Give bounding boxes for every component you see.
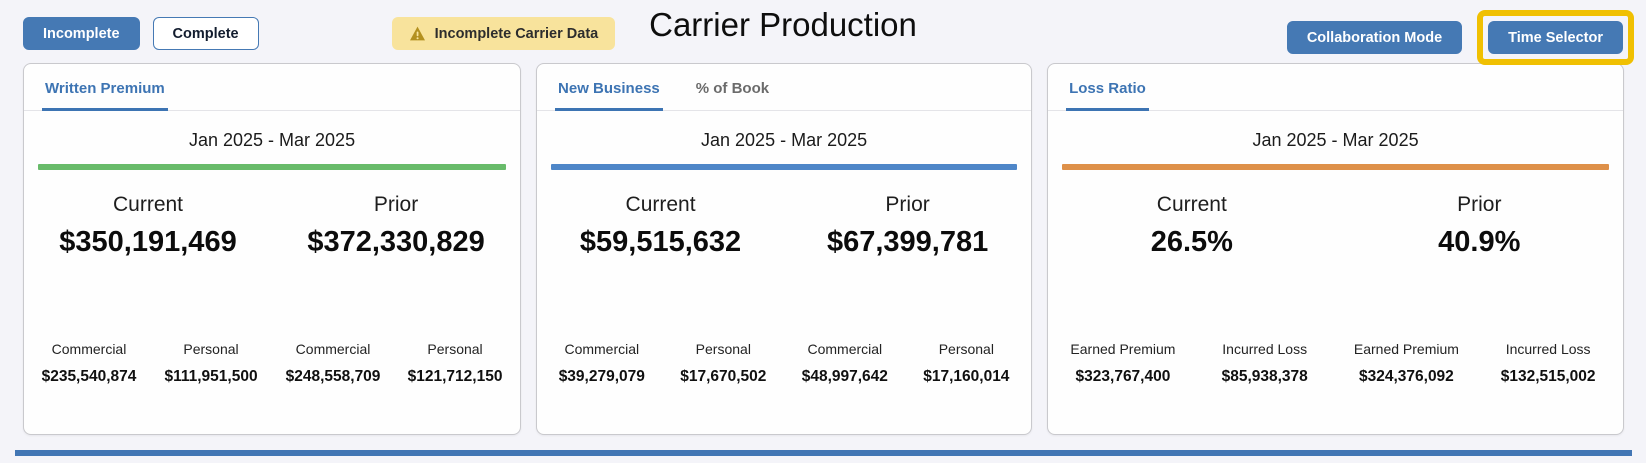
breakdown: Commercial $235,540,874 Personal $111,95…	[24, 341, 520, 434]
time-selector-button[interactable]: Time Selector	[1488, 21, 1623, 54]
metric-value: 40.9%	[1438, 226, 1521, 258]
breakdown-item: Personal $17,160,014	[906, 341, 1028, 386]
breakdown-item: Commercial $248,558,709	[272, 341, 394, 386]
accent-bar	[1062, 164, 1609, 170]
breakdown-value: $324,376,092	[1358, 368, 1454, 385]
breakdown-value: $17,160,014	[923, 368, 1010, 385]
metrics: Current $59,515,632 Prior $67,399,781	[537, 193, 1031, 259]
breakdown-value: $85,938,378	[1221, 368, 1308, 385]
breakdown-value: $248,558,709	[285, 368, 381, 385]
current-metric: Current $350,191,469	[24, 193, 272, 259]
prior-metric: Prior 40.9%	[1336, 193, 1623, 259]
warning-triangle-icon	[409, 26, 426, 41]
breakdown-label: Incurred Loss	[1222, 341, 1308, 357]
metrics: Current 26.5% Prior 40.9%	[1048, 193, 1623, 259]
breakdown-item: Personal $111,951,500	[150, 341, 272, 386]
breakdown-value: $323,767,400	[1075, 368, 1171, 385]
breakdown-label: Commercial	[807, 341, 883, 357]
breakdown-item: Incurred Loss $85,938,378	[1194, 341, 1336, 386]
section-divider-rule	[15, 450, 1632, 456]
written-premium-card: Written Premium Jan 2025 - Mar 2025 Curr…	[23, 63, 522, 435]
prior-metric: Prior $67,399,781	[784, 193, 1031, 259]
breakdown-value: $48,997,642	[801, 368, 888, 385]
period-label: Jan 2025 - Mar 2025	[701, 130, 868, 150]
metric-value: $59,515,632	[579, 226, 742, 258]
breakdown-label: Earned Premium	[1353, 341, 1459, 357]
header-actions: Collaboration Mode Time Selector	[1286, 10, 1634, 65]
breakdown-label: Commercial	[295, 341, 371, 357]
breakdown-value: $235,540,874	[41, 368, 137, 385]
loss-ratio-card: Loss Ratio Jan 2025 - Mar 2025 Current 2…	[1047, 63, 1624, 435]
breakdown-item: Commercial $48,997,642	[784, 341, 906, 386]
breakdown-label: Personal	[183, 341, 239, 357]
metric-value: $350,191,469	[59, 226, 237, 258]
metrics: Current $350,191,469 Prior $372,330,829	[24, 193, 520, 259]
metric-label: Current	[625, 193, 696, 216]
metric-value: 26.5%	[1150, 226, 1233, 258]
accent-bar	[38, 164, 507, 170]
tab-loss-ratio[interactable]: Loss Ratio	[1066, 64, 1149, 111]
collaboration-mode-button[interactable]: Collaboration Mode	[1286, 21, 1463, 54]
accent-bar	[551, 164, 1018, 170]
complete-button[interactable]: Complete	[152, 17, 259, 50]
page-header: Incomplete Complete Incomplete Carrier D…	[0, 0, 1646, 65]
metric-value: $67,399,781	[826, 226, 989, 258]
breakdown-label: Commercial	[564, 341, 640, 357]
incomplete-button[interactable]: Incomplete	[23, 17, 140, 50]
metric-cards-row: Written Premium Jan 2025 - Mar 2025 Curr…	[23, 63, 1624, 435]
page-title: Carrier Production	[649, 6, 917, 43]
metric-value: $372,330,829	[307, 226, 485, 258]
breakdown-item: Commercial $39,279,079	[541, 341, 663, 386]
current-metric: Current 26.5%	[1048, 193, 1335, 259]
metric-label: Current	[112, 193, 184, 216]
time-selector-highlight: Time Selector	[1477, 10, 1634, 65]
breakdown-item: Personal $121,712,150	[394, 341, 516, 386]
breakdown-label: Incurred Loss	[1505, 341, 1591, 357]
breakdown-label: Personal	[427, 341, 483, 357]
breakdown: Earned Premium $323,767,400 Incurred Los…	[1048, 341, 1623, 434]
tab-new-business[interactable]: New Business	[555, 64, 663, 111]
breakdown-value: $132,515,002	[1500, 368, 1596, 385]
metric-label: Prior	[1457, 193, 1502, 216]
breakdown-label: Personal	[938, 341, 994, 357]
metric-label: Prior	[885, 193, 930, 216]
written-premium-tabs: Written Premium	[24, 64, 521, 111]
period-label: Jan 2025 - Mar 2025	[1252, 130, 1419, 150]
status-toggle-group: Incomplete Complete Incomplete Carrier D…	[23, 17, 616, 50]
breakdown-label: Earned Premium	[1070, 341, 1176, 357]
breakdown-item: Incurred Loss $132,515,002	[1477, 341, 1619, 386]
breakdown-label: Commercial	[51, 341, 127, 357]
breakdown-label: Personal	[695, 341, 751, 357]
breakdown: Commercial $39,279,079 Personal $17,670,…	[537, 341, 1031, 434]
breakdown-value: $39,279,079	[558, 368, 645, 385]
prior-metric: Prior $372,330,829	[272, 193, 520, 259]
breakdown-value: $17,670,502	[680, 368, 767, 385]
new-business-card: New Business % of Book Jan 2025 - Mar 20…	[536, 63, 1033, 435]
new-business-tabs: New Business % of Book	[537, 64, 1032, 111]
breakdown-item: Earned Premium $324,376,092	[1336, 341, 1478, 386]
current-metric: Current $59,515,632	[537, 193, 784, 259]
warning-badge-label: Incomplete Carrier Data	[434, 25, 599, 42]
breakdown-item: Earned Premium $323,767,400	[1052, 341, 1194, 386]
incomplete-carrier-data-badge: Incomplete Carrier Data	[391, 17, 616, 50]
metric-label: Current	[1156, 193, 1227, 216]
loss-ratio-tabs: Loss Ratio	[1048, 64, 1623, 111]
breakdown-item: Personal $17,670,502	[663, 341, 785, 386]
tab-written-premium[interactable]: Written Premium	[42, 64, 168, 111]
metric-label: Prior	[373, 193, 419, 216]
breakdown-item: Commercial $235,540,874	[28, 341, 150, 386]
breakdown-value: $121,712,150	[407, 368, 503, 385]
period-label: Jan 2025 - Mar 2025	[188, 130, 356, 150]
tab-percent-of-book[interactable]: % of Book	[695, 80, 770, 97]
breakdown-value: $111,951,500	[164, 368, 258, 385]
